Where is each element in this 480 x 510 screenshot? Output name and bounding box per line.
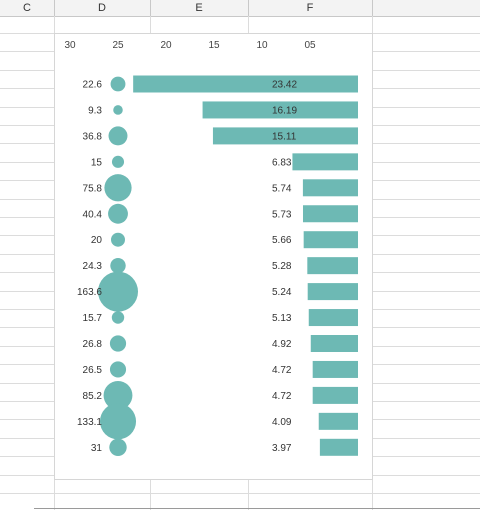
bar: [308, 309, 358, 327]
bubble-data-label: 26.8: [83, 339, 103, 350]
bar-data-label: 23.42: [272, 80, 297, 91]
bubble-data-label: 20: [91, 235, 103, 246]
bubble: [111, 311, 125, 324]
bubble-data-label: 26.5: [83, 365, 103, 376]
bar-data-label: 4.92: [272, 339, 292, 350]
bubble: [110, 76, 126, 92]
bar-data-label: 16.19: [272, 105, 297, 116]
bubble: [108, 126, 128, 146]
bar-data-label: 6.83: [272, 157, 292, 168]
bar-data-label: 5.28: [272, 261, 292, 272]
bubble: [109, 438, 127, 457]
bar: [312, 360, 358, 378]
x-tick-label: 20: [160, 40, 172, 51]
bar: [212, 127, 358, 145]
scroll-boundary-line: [34, 508, 480, 509]
column-header-c[interactable]: C: [0, 0, 54, 17]
row-gridline: [0, 493, 480, 494]
bar: [302, 205, 358, 223]
bar: [303, 231, 358, 249]
x-tick-label: 05: [304, 40, 316, 51]
column-divider: [150, 0, 151, 16]
bar-data-label: 5.24: [272, 287, 292, 298]
column-letter-d: D: [98, 2, 106, 14]
bubble-data-label: 15.7: [83, 313, 103, 324]
column-header-g[interactable]: [372, 0, 480, 17]
bubble: [113, 105, 123, 115]
bar-data-label: 4.72: [272, 391, 292, 402]
bubble: [108, 203, 128, 224]
bubble-data-label: 133.1: [77, 417, 102, 428]
bubble: [111, 155, 125, 168]
bubble: [109, 361, 127, 378]
x-tick-label: 30: [64, 40, 76, 51]
column-letter-c: C: [23, 2, 31, 14]
bubble-data-label: 85.2: [83, 391, 103, 402]
bar: [307, 257, 358, 275]
column-header-d[interactable]: D: [54, 0, 150, 17]
bar-data-label: 5.66: [272, 235, 292, 246]
bar-data-label: 5.73: [272, 209, 292, 220]
bar-data-label: 5.13: [272, 313, 292, 324]
bar-data-label: 15.11: [272, 131, 297, 142]
bar: [302, 179, 358, 197]
bar-data-label: 3.97: [272, 443, 292, 454]
bar: [133, 75, 358, 93]
bubble: [110, 257, 126, 274]
column-divider: [54, 0, 55, 16]
bubble-data-label: 36.8: [83, 131, 103, 142]
x-tick-label: 10: [256, 40, 268, 51]
bubble: [111, 232, 125, 247]
bar: [307, 283, 358, 301]
bar: [312, 386, 358, 404]
bubble: [98, 271, 138, 312]
bar: [319, 438, 358, 456]
bar-data-label: 4.09: [272, 417, 292, 428]
column-divider: [248, 0, 249, 16]
bubble-data-label: 9.3: [88, 105, 102, 116]
bubble-data-label: 31: [91, 443, 103, 454]
bubble: [109, 335, 127, 352]
bubble: [103, 380, 133, 410]
bubble-data-label: 22.6: [83, 80, 103, 91]
bubble-data-label: 75.8: [83, 183, 103, 194]
column-letter-f: F: [306, 2, 314, 14]
bubble-data-label: 15: [91, 157, 103, 168]
bar: [318, 412, 358, 430]
column-divider: [372, 0, 373, 16]
bar: [310, 335, 358, 352]
bubble: [99, 403, 137, 440]
bar-data-label: 5.74: [272, 183, 292, 194]
bar-data-label: 4.72: [272, 365, 292, 376]
column-header-f[interactable]: F: [248, 0, 372, 17]
x-tick-label: 15: [208, 40, 220, 51]
bubble: [104, 174, 132, 202]
column-header-e[interactable]: E: [150, 0, 248, 17]
x-tick-label: 25: [112, 40, 124, 51]
bar: [292, 153, 358, 171]
bubble-data-label: 163.6: [77, 287, 102, 298]
bubble-data-label: 24.3: [83, 261, 103, 272]
column-letter-e: E: [195, 2, 203, 14]
bubble-data-label: 40.4: [83, 209, 103, 220]
bar: [202, 101, 358, 119]
